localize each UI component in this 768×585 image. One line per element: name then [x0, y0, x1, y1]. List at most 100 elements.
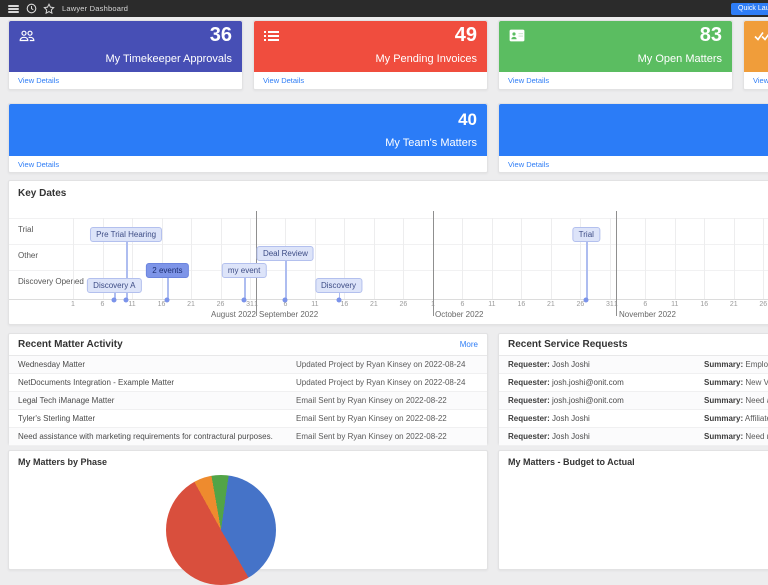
matter-name: Legal Tech iManage Matter: [18, 396, 115, 405]
group-icon: [19, 29, 35, 47]
table-row[interactable]: Legal Tech iManage Matter Email Sent by R…: [9, 392, 487, 410]
timeline-event-pill[interactable]: Trial: [572, 227, 600, 242]
timeline-tick-label: 6: [100, 301, 105, 308]
matters-by-phase-card: My Matters by Phase: [8, 450, 488, 585]
timeline-tick-label: 16: [517, 301, 526, 308]
timeline-tick-label: 6: [283, 301, 288, 308]
recent-matter-activity-header: Recent Matter Activity More: [9, 334, 487, 356]
timeline-event-stem: [338, 291, 340, 300]
summary-card-title: My Open Matters: [637, 53, 722, 65]
summary-card: 36 My Timekeeper Approvals View Details: [8, 20, 243, 90]
summary-cell: Summary: Affiliate lice: [704, 410, 768, 427]
timeline-tick-label: 21: [729, 301, 738, 308]
timeline-row-line: [9, 270, 768, 271]
timeline-row-label: Other: [18, 251, 39, 260]
table-row[interactable]: Requester: josh.joshi@onit.com Summary: N…: [499, 392, 768, 410]
requester-cell: Requester: Josh Joshi: [508, 428, 590, 445]
timeline-gridline: [521, 218, 523, 299]
view-details-link[interactable]: View Details: [508, 160, 550, 169]
timeline-event-pill[interactable]: Deal Review: [256, 246, 314, 261]
timeline-tick-label: 26: [216, 301, 225, 308]
summary-card: View Details: [743, 20, 768, 90]
timeline-tick-label: 21: [546, 301, 555, 308]
timeline-tick-label: 21: [187, 301, 195, 308]
timeline-event-stem: [114, 291, 116, 300]
timeline-gridline: [250, 218, 251, 299]
view-details-link[interactable]: View Details: [18, 76, 60, 85]
timeline-tick-label: 11: [128, 301, 136, 308]
timeline-event-pill[interactable]: 2 events: [146, 263, 189, 278]
matter-name: Tyler's Sterling Matter: [18, 414, 96, 423]
timeline-month-boundary-line: [432, 211, 434, 316]
matters-by-phase-title: My Matters by Phase: [18, 457, 108, 467]
timeline-tick-label: 26: [759, 301, 768, 308]
table-row[interactable]: Tyler's Sterling Matter Email Sent by Rya…: [9, 410, 487, 428]
timeline-gridline: [609, 218, 611, 299]
timeline-tick-label: 11: [311, 301, 319, 308]
table-row[interactable]: Requester: Josh Joshi Summary: Employee f…: [499, 356, 768, 374]
timeline-month-label: August 2022: [211, 310, 256, 319]
table-row[interactable]: Need assistance with marketing requireme…: [9, 428, 487, 446]
requester-value: Josh Joshi: [552, 414, 590, 423]
timeline-event-stem: [244, 276, 246, 300]
table-row[interactable]: NetDocuments Integration - Example Matte…: [9, 374, 487, 392]
timeline-event-pill[interactable]: my event: [221, 263, 267, 278]
timeline-row-line: [9, 218, 768, 219]
timeline-tick-label: 11: [671, 301, 679, 308]
clock-icon[interactable]: [26, 3, 37, 14]
summary-card-color-block: 40 My Team's Matters: [9, 104, 487, 156]
timeline-tick-label: 6: [643, 301, 648, 308]
table-row[interactable]: Requester: Josh Joshi Summary: Need more …: [499, 428, 768, 446]
favorite-star-icon[interactable]: [43, 3, 55, 15]
view-details-link[interactable]: View Details: [18, 160, 60, 169]
summary-card-title: My Team's Matters: [385, 137, 477, 149]
timeline-gridline: [344, 218, 346, 299]
table-row[interactable]: Requester: Josh Joshi Summary: Affiliate …: [499, 410, 768, 428]
budget-to-actual-card: My Matters - Budget to Actual: [498, 450, 768, 570]
timeline-gridline: [191, 218, 192, 299]
summary-label: Summary:: [704, 360, 744, 369]
timeline-event-dot: [336, 297, 341, 303]
requester-cell: Requester: Josh Joshi: [508, 356, 590, 373]
summary-card-value: 40: [458, 110, 477, 129]
timeline-event-stem: [285, 259, 287, 300]
timeline-event-pill[interactable]: Pre Trial Hearing: [90, 227, 163, 242]
summary-card-color-block: 83 My Open Matters: [499, 21, 732, 72]
view-details-link[interactable]: View Details: [753, 76, 768, 85]
contact-card-icon: [509, 29, 525, 47]
recent-service-requests-card: Recent Service Requests Requester: Josh …: [498, 333, 768, 446]
timeline-event-pill[interactable]: Discovery A: [87, 278, 142, 293]
summary-card-value: 83: [699, 24, 722, 46]
view-details-link[interactable]: View Details: [263, 76, 305, 85]
timeline-event-pill[interactable]: Discovery: [314, 278, 363, 293]
summary-value: Need more i: [745, 432, 768, 441]
budget-to-actual-title: My Matters - Budget to Actual: [508, 457, 635, 467]
requester-value: Josh Joshi: [552, 360, 590, 369]
table-row[interactable]: Wednesday Matter Updated Project by Ryan …: [9, 356, 487, 374]
timeline-gridline: [161, 218, 163, 299]
summary-card-color-block: 36 My Timekeeper Approvals: [9, 21, 242, 72]
matter-name: NetDocuments Integration - Example Matte…: [18, 378, 175, 387]
recent-matter-activity-card: Recent Matter Activity More Wednesday Ma…: [8, 333, 488, 446]
timeline-tick-label: 26: [576, 301, 585, 308]
timeline-gridline: [220, 218, 222, 299]
recent-service-requests-rows: Requester: Josh Joshi Summary: Employee f…: [499, 356, 768, 446]
page-title: Lawyer Dashboard: [62, 4, 129, 13]
summary-cell: Summary: Need advise: [704, 392, 768, 409]
matters-by-phase-pie-chart: [166, 475, 276, 585]
timeline-gridline: [674, 218, 676, 299]
timeline-tick-label: 16: [157, 301, 166, 308]
summary-card: 40 My Team's Matters View Details: [8, 103, 488, 173]
summary-label: Summary:: [704, 432, 744, 441]
requester-value: Josh Joshi: [552, 432, 590, 441]
requester-label: Requester:: [508, 378, 550, 387]
timeline-gridline: [580, 218, 582, 299]
more-link[interactable]: More: [459, 340, 478, 349]
timeline-event-stem: [126, 240, 128, 300]
quick-launch-button[interactable]: Quick Launch: [731, 2, 768, 15]
timeline-row-label: Trial: [18, 225, 34, 234]
table-row[interactable]: Requester: josh.joshi@onit.com Summary: N…: [499, 374, 768, 392]
timeline-tick-label: 6: [460, 301, 465, 308]
view-details-link[interactable]: View Details: [508, 76, 550, 85]
hamburger-menu-icon[interactable]: [8, 5, 19, 13]
